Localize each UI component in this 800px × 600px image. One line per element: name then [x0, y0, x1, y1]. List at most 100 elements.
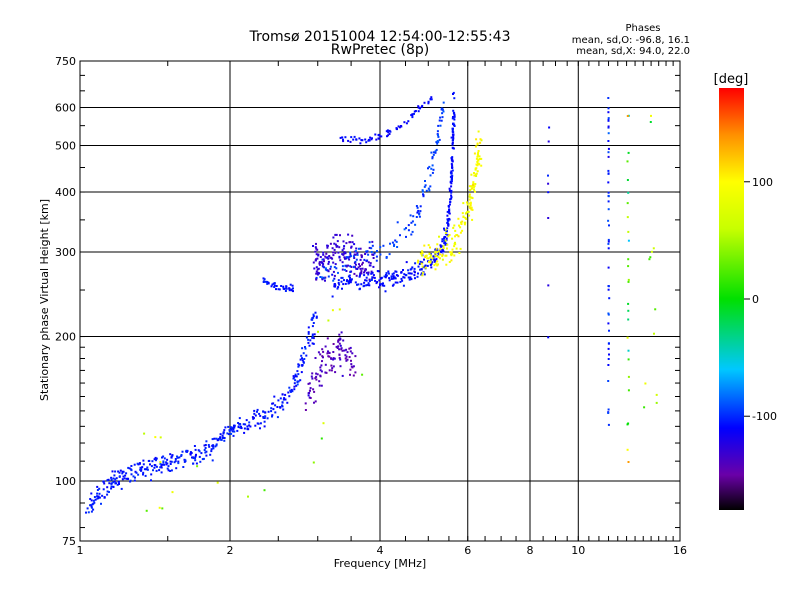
data-point	[308, 344, 311, 347]
data-point	[176, 456, 179, 459]
data-point	[451, 139, 454, 142]
data-point	[477, 151, 480, 154]
data-point	[479, 138, 482, 141]
data-point	[142, 471, 145, 474]
data-point	[650, 250, 653, 253]
data-point	[644, 382, 647, 385]
x-tick-label: 6	[464, 544, 471, 557]
data-point	[327, 350, 329, 353]
data-point	[437, 256, 440, 259]
data-point	[216, 439, 219, 442]
data-point	[467, 210, 470, 213]
data-point	[321, 355, 324, 358]
data-point	[321, 261, 324, 264]
data-point	[311, 333, 314, 336]
data-point	[450, 197, 453, 200]
data-point	[279, 406, 282, 409]
data-point	[479, 141, 482, 144]
data-point	[371, 276, 374, 279]
data-point	[450, 172, 453, 175]
data-point	[451, 174, 454, 177]
data-point	[370, 279, 373, 281]
data-point	[325, 252, 328, 255]
data-point	[338, 308, 341, 311]
data-point	[208, 445, 211, 448]
data-point	[461, 229, 464, 232]
data-point	[347, 233, 350, 236]
data-point	[448, 234, 451, 236]
data-point	[309, 339, 312, 342]
data-point	[296, 383, 299, 386]
data-point	[337, 340, 340, 343]
data-point	[333, 277, 336, 280]
data-point	[385, 274, 388, 277]
data-point	[421, 271, 424, 274]
data-point	[450, 170, 453, 173]
data-point	[386, 135, 388, 138]
colorbar-label: [deg]	[714, 72, 749, 87]
data-point	[307, 382, 310, 385]
data-point	[93, 501, 96, 504]
data-point	[392, 283, 395, 286]
data-point	[256, 410, 258, 413]
data-point	[311, 318, 314, 321]
data-point	[324, 267, 327, 270]
data-point	[347, 139, 350, 142]
data-point	[608, 297, 611, 300]
data-point	[476, 170, 479, 173]
data-point	[178, 456, 181, 459]
data-point	[263, 425, 266, 428]
data-point	[442, 110, 445, 113]
data-point	[155, 469, 158, 472]
data-point	[607, 266, 610, 269]
data-point	[474, 183, 477, 185]
data-point	[321, 276, 324, 279]
data-point	[159, 466, 162, 469]
data-point	[451, 248, 454, 251]
data-point	[423, 258, 425, 261]
data-point	[388, 277, 391, 280]
data-point	[295, 384, 298, 387]
data-point	[449, 251, 452, 254]
data-point	[232, 428, 235, 431]
data-point	[209, 453, 212, 456]
data-point	[281, 393, 284, 396]
data-point	[410, 267, 413, 270]
data-point	[216, 481, 219, 484]
data-point	[248, 424, 251, 427]
data-point	[142, 459, 145, 462]
data-point	[374, 279, 377, 282]
data-point	[352, 365, 355, 368]
data-point	[219, 436, 222, 439]
data-point	[98, 492, 101, 495]
data-point	[142, 473, 144, 476]
data-point	[652, 247, 655, 250]
data-point	[154, 436, 157, 439]
data-point	[413, 267, 416, 270]
data-point	[364, 138, 367, 141]
data-point	[426, 264, 429, 267]
data-point	[447, 224, 450, 227]
data-point	[342, 283, 345, 286]
data-point	[341, 374, 344, 377]
data-point	[355, 138, 358, 141]
data-point	[238, 417, 241, 420]
data-point	[429, 253, 432, 255]
data-point	[427, 244, 430, 247]
data-point	[348, 241, 351, 244]
data-point	[429, 256, 432, 259]
data-point	[263, 278, 266, 281]
data-point	[607, 423, 610, 426]
data-point	[90, 492, 93, 495]
data-point	[94, 498, 97, 501]
data-point	[264, 411, 267, 414]
data-point	[307, 338, 310, 341]
data-points	[85, 91, 658, 514]
data-point	[175, 467, 178, 470]
data-point	[607, 172, 610, 175]
data-point	[430, 258, 433, 261]
data-point	[143, 468, 146, 471]
data-point	[210, 448, 213, 451]
y-tick-label: 75	[62, 535, 76, 548]
x-tick-label: 8	[527, 544, 534, 557]
